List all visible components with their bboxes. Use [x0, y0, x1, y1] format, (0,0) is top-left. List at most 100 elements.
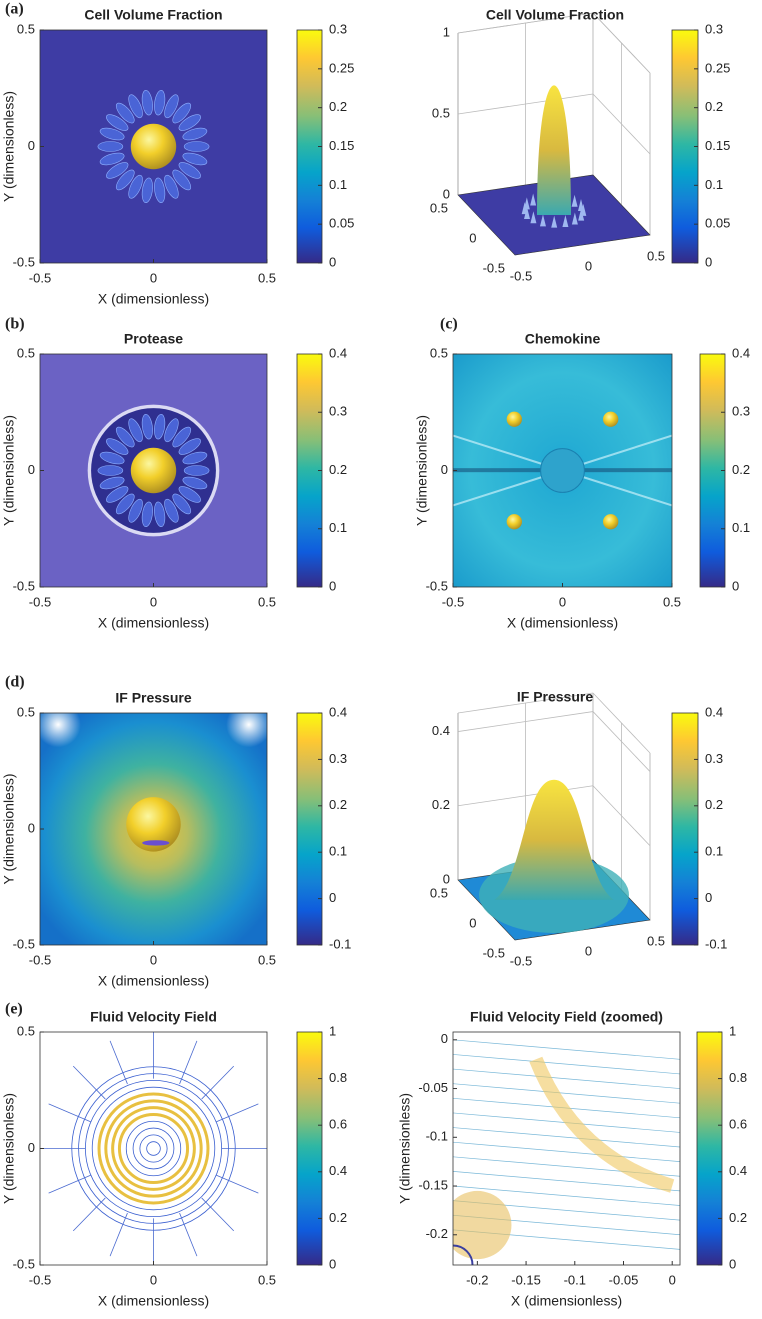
y-tick-label: -0.5 [13, 936, 35, 951]
colorbar-tick-label: -0.1 [329, 936, 351, 951]
x-tick-label: 0.5 [663, 594, 681, 609]
field-shape [506, 411, 522, 427]
colorbar-tick-label: 0 [329, 578, 336, 593]
x-tick-label: 0 [150, 1272, 157, 1287]
y-tick-label: 0 [28, 138, 35, 153]
field-shape [178, 162, 201, 179]
colorbar-tick-label: 0 [729, 1256, 736, 1271]
surface-shape [530, 193, 537, 206]
chart-title: Chemokine [525, 331, 601, 347]
field-shape [201, 1197, 235, 1232]
y-tick-label: 0.5 [430, 885, 448, 900]
y-tick-label: 0.5 [430, 345, 448, 360]
field-shape [603, 514, 619, 530]
panel-label: (c) [440, 316, 458, 333]
field-shape [164, 94, 179, 119]
x-tick-label: -0.5 [442, 594, 464, 609]
field-shape [453, 1127, 680, 1148]
y-tick-label: 0 [441, 462, 448, 477]
colorbar-tick-label: 0.2 [729, 1210, 747, 1225]
y-tick-label: -0.5 [426, 578, 448, 593]
colorbar-tick-label: 0.2 [705, 99, 723, 114]
x-tick-label: -0.5 [510, 268, 532, 283]
field-shape [453, 1185, 680, 1206]
y-tick-label: -0.5 [13, 254, 35, 269]
field-shape [164, 418, 179, 443]
x-tick-label: -0.5 [29, 594, 51, 609]
field-shape [72, 1197, 106, 1232]
field-shape [106, 162, 129, 179]
colorbar [296, 712, 323, 946]
field-shape [128, 498, 143, 523]
colorbar-tick-label: 0.4 [329, 345, 347, 360]
surface-peak [494, 779, 614, 900]
surface-shape [530, 211, 537, 224]
z-tick-label: 0.4 [432, 723, 450, 738]
field-shape [154, 90, 166, 116]
x-tick-label: -0.1 [564, 1272, 586, 1287]
x-tick-label: 0 [585, 258, 592, 273]
field-shape [97, 141, 124, 152]
field-shape [540, 448, 585, 493]
field-shape [128, 174, 143, 199]
field-shape [172, 493, 192, 515]
plot-field [40, 713, 267, 945]
field-shape [99, 451, 125, 465]
field-shape [99, 476, 125, 490]
field-shape [115, 493, 135, 515]
y-axis-label: Y (dimensionless) [1, 1093, 17, 1204]
field-shape [154, 414, 166, 440]
x-tick-label: -0.5 [29, 270, 51, 285]
colorbar-tick-label: 0.1 [705, 844, 723, 859]
x-tick-label: 0.5 [258, 270, 276, 285]
chart-title: Fluid Velocity Field (zoomed) [470, 1009, 663, 1025]
y-tick-label: -0.1 [426, 1129, 448, 1144]
field-shape [201, 1065, 235, 1100]
colorbar-tick-label: 0.3 [705, 751, 723, 766]
x-tick-label: 0.5 [647, 933, 665, 948]
chart-title: Fluid Velocity Field [90, 1009, 217, 1025]
field-shape [142, 840, 170, 846]
colorbar-tick-label: 0.05 [329, 216, 354, 231]
z-tick-label: 1 [443, 24, 450, 39]
field-shape [130, 123, 177, 170]
y-tick-label: 0.5 [430, 200, 448, 215]
y-tick-label: 0 [28, 820, 35, 835]
colorbar-tick-label: 0.8 [729, 1070, 747, 1085]
field-shape [164, 174, 179, 199]
field-shape [125, 1120, 182, 1177]
panel-label: (d) [5, 674, 25, 691]
x-axis-label: X (dimensionless) [511, 1293, 622, 1309]
plot-field [40, 1032, 267, 1265]
colorbar-tick-label: 1 [729, 1023, 736, 1038]
field-shape [106, 486, 129, 503]
colorbar-tick-label: 0 [329, 1256, 336, 1271]
colorbar [671, 712, 699, 946]
colorbar-tick-label: 0.3 [732, 404, 750, 419]
z-tick-label: 0 [443, 871, 450, 886]
y-tick-label: -0.5 [13, 1256, 35, 1271]
surface-shape [580, 203, 587, 216]
field-shape [529, 1056, 675, 1193]
x-tick-label: 0 [669, 1272, 676, 1287]
surface-shape [524, 207, 530, 219]
colorbar-tick-label: 0.3 [329, 751, 347, 766]
panel-label: (e) [5, 1001, 23, 1018]
colorbar-tick-label: 0.4 [729, 1163, 747, 1178]
x-tick-label: -0.5 [29, 1272, 51, 1287]
x-axis-label: X (dimensionless) [507, 615, 618, 631]
field-shape [40, 713, 81, 748]
y-tick-label: 0.5 [17, 21, 35, 36]
surface-shape [562, 215, 569, 227]
y-tick-label: -0.5 [483, 945, 505, 960]
colorbar-tick-label: 0.6 [729, 1117, 747, 1132]
field-shape [115, 169, 135, 191]
field-shape [128, 418, 143, 443]
field-shape [453, 1068, 680, 1089]
field-shape [111, 1106, 196, 1191]
field-shape [182, 127, 208, 141]
colorbar-tick-label: 0.15 [329, 138, 354, 153]
field-shape [172, 169, 192, 191]
field-shape [453, 1141, 680, 1163]
